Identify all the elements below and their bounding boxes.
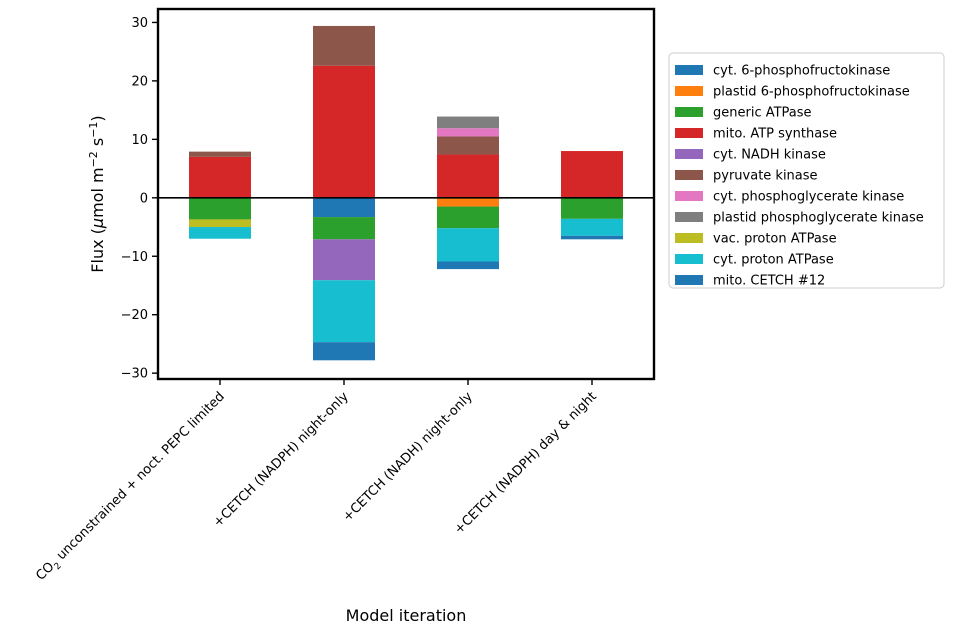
legend-label: mito. ATP synthase xyxy=(713,127,837,142)
bar-segment xyxy=(437,228,499,262)
bar-segment xyxy=(313,239,375,281)
legend-swatch xyxy=(675,65,703,75)
y-tick-label: −10 xyxy=(121,250,148,265)
legend-swatch xyxy=(675,191,703,201)
bar-segment xyxy=(313,280,375,343)
bars-layer xyxy=(189,25,623,361)
y-tick-label: 0 xyxy=(140,191,148,206)
y-tick-label: 30 xyxy=(131,16,148,31)
bar-segment xyxy=(437,261,499,270)
bar-segment xyxy=(189,197,251,220)
x-axis: CO2 unconstrained + noct. PEPC limited+C… xyxy=(33,379,600,586)
bar-segment xyxy=(313,342,375,361)
x-axis-label: Model iteration xyxy=(346,606,467,625)
legend-swatch xyxy=(675,254,703,264)
x-tick-label: CO2 unconstrained + noct. PEPC limited xyxy=(33,389,230,586)
bar-segment xyxy=(313,217,375,240)
legend-swatch xyxy=(675,128,703,138)
legend-swatch xyxy=(675,170,703,180)
bar-segment xyxy=(561,197,623,219)
bar-segment xyxy=(561,235,623,240)
y-axis: −30 −20 −10 0 10 20 30 xyxy=(121,16,158,382)
legend-swatch xyxy=(675,233,703,243)
legend-label: pyruvate kinase xyxy=(713,169,818,184)
legend-label: generic ATPase xyxy=(713,106,812,121)
legend-label: cyt. 6-phosphofructokinase xyxy=(713,64,890,79)
bar-segment xyxy=(437,197,499,207)
x-tick-label: +CETCH (NADPH) day & night xyxy=(452,389,600,537)
legend-swatch xyxy=(675,275,703,285)
legend-swatch xyxy=(675,107,703,117)
bar-segment xyxy=(561,151,623,198)
legend-swatch xyxy=(675,212,703,222)
bar-segment xyxy=(437,136,499,155)
y-tick-label: 20 xyxy=(131,74,148,89)
bar-segment xyxy=(313,65,375,198)
x-tick-label: +CETCH (NADPH) night-only xyxy=(211,389,352,530)
bar-segment xyxy=(189,219,251,228)
y-axis-label: Flux (μmol m−2 s−1) xyxy=(87,115,107,272)
legend-label: cyt. phosphoglycerate kinase xyxy=(713,190,904,205)
bar-segment xyxy=(189,156,251,198)
legend-label: vac. proton ATPase xyxy=(713,232,837,247)
bar-segment xyxy=(437,116,499,129)
bar-segment xyxy=(189,151,251,157)
legend-box xyxy=(668,52,945,289)
legend-label: cyt. NADH kinase xyxy=(713,148,826,163)
legend-label: plastid 6-phosphofructokinase xyxy=(713,85,910,100)
y-tick-label: −30 xyxy=(121,367,148,382)
plot-frame xyxy=(156,7,656,381)
bar-segment xyxy=(189,227,251,239)
bar-segment xyxy=(437,154,499,198)
bar-segment xyxy=(437,206,499,229)
bar-segment xyxy=(437,128,499,137)
legend-label: cyt. proton ATPase xyxy=(713,253,834,268)
legend-swatch xyxy=(675,86,703,96)
x-tick-label: +CETCH (NADH) night-only xyxy=(340,389,476,525)
legend-swatch xyxy=(675,149,703,159)
bar-segment xyxy=(313,25,375,66)
legend: cyt. 6-phosphofructokinase plastid 6-phos… xyxy=(668,52,945,289)
bar-segment xyxy=(313,197,375,218)
legend-label: mito. CETCH #12 xyxy=(713,274,825,289)
legend-label: plastid phosphoglycerate kinase xyxy=(713,211,924,226)
bar-segment xyxy=(561,218,623,236)
y-tick-label: −20 xyxy=(121,308,148,323)
y-tick-label: 10 xyxy=(131,133,148,148)
